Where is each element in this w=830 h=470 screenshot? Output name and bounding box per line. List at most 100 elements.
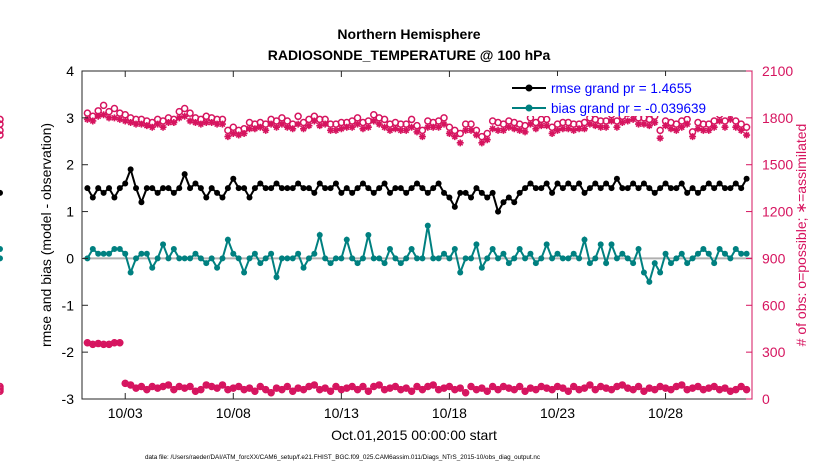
obs-possible-point xyxy=(440,114,448,122)
bias-point xyxy=(106,250,113,257)
rmse-point xyxy=(170,189,177,196)
rmse-point xyxy=(511,199,518,206)
obs-other-assimilated-point-glyph xyxy=(645,384,653,392)
obs-assimilated-point xyxy=(510,125,518,133)
obs-other-assimilated-point-glyph xyxy=(489,383,497,391)
obs-assimilated-point xyxy=(591,122,599,130)
obs-other-assimilated-point xyxy=(343,384,351,392)
obs-assimilated-point-glyph xyxy=(483,136,491,144)
obs-other-assimilated-point-glyph xyxy=(678,381,686,389)
obs-assimilated-point-glyph xyxy=(645,122,653,130)
obs-other-assimilated-point-glyph xyxy=(721,384,729,392)
obs-assimilated-point xyxy=(186,117,194,125)
obs-other-assimilated-point-glyph xyxy=(672,383,680,391)
obs-assimilated-point-glyph xyxy=(170,119,178,127)
obs-assimilated-point xyxy=(164,119,172,127)
rmse-point xyxy=(624,185,631,192)
obs-other-assimilated-point-glyph xyxy=(440,384,448,392)
bias-point xyxy=(673,255,680,262)
obs-assimilated-point xyxy=(262,126,270,134)
obs-other-assimilated-point xyxy=(143,386,151,394)
obs-assimilated-point xyxy=(516,126,524,134)
obs-other-assimilated-point-glyph xyxy=(586,381,594,389)
left-tick-label: 3 xyxy=(66,110,74,126)
obs-assimilated-point-glyph xyxy=(624,117,632,125)
obs-other-assimilated-point xyxy=(213,384,221,392)
obs-other-assimilated-point xyxy=(635,383,643,391)
obs-assimilated-point xyxy=(240,129,248,137)
rmse-point xyxy=(187,185,194,192)
obs-other-assimilated-point xyxy=(683,386,691,394)
obs-other-assimilated-point-glyph xyxy=(397,386,405,394)
bias-point xyxy=(597,241,604,248)
rmse-point xyxy=(214,189,221,196)
obs-assimilated-point xyxy=(672,126,680,134)
rmse-point xyxy=(268,185,275,192)
obs-assimilated-point-glyph xyxy=(164,119,172,127)
obs-assimilated-point xyxy=(608,117,616,125)
obs-other-assimilated-point xyxy=(235,383,243,391)
obs-assimilated-point xyxy=(662,122,670,130)
rmse-point xyxy=(667,185,674,192)
obs-assimilated-point xyxy=(137,120,145,128)
obs-other-assimilated-point xyxy=(543,384,551,392)
obs-other-assimilated-point-glyph xyxy=(273,384,281,392)
obs-other-assimilated-point-glyph xyxy=(354,386,362,394)
obs-assimilated-point xyxy=(613,123,621,131)
bias-point xyxy=(489,246,496,253)
bias-point xyxy=(316,232,323,238)
obs-assimilated-point-glyph xyxy=(435,123,443,131)
bias-point xyxy=(484,255,491,262)
bias-point xyxy=(170,246,177,253)
obs-assimilated-point xyxy=(224,133,232,141)
obs-assimilated-point xyxy=(267,120,275,128)
obs-other-assimilated-point xyxy=(186,383,194,391)
bias-point xyxy=(160,241,167,248)
bias-point xyxy=(0,246,3,253)
bias-point xyxy=(511,255,518,262)
obs-other-assimilated-point xyxy=(127,381,135,389)
bias-point xyxy=(549,255,556,262)
rmse-point xyxy=(143,185,150,192)
bias-point xyxy=(224,236,231,243)
x-tick-label: 10/23 xyxy=(540,405,575,421)
obs-assimilated-point-glyph xyxy=(516,126,524,134)
bias-point xyxy=(322,255,329,262)
obs-assimilated-point-glyph xyxy=(581,125,588,133)
obs-other-assimilated-point xyxy=(705,384,713,392)
bias-point xyxy=(338,255,345,262)
rmse-point xyxy=(684,189,691,196)
obs-other-assimilated-point xyxy=(370,383,378,391)
obs-assimilated-point xyxy=(191,119,199,127)
obs-other-assimilated-point xyxy=(629,386,637,394)
bias-point xyxy=(430,255,437,262)
obs-other-assimilated-point-glyph xyxy=(191,387,199,395)
rmse-point xyxy=(484,194,491,201)
obs-other-assimilated-point-glyph xyxy=(143,386,151,394)
obs-other-assimilated-point-glyph xyxy=(110,339,118,347)
obs-assimilated-point xyxy=(305,122,313,130)
rmse-point xyxy=(95,185,102,192)
obs-other-assimilated-point xyxy=(116,339,124,347)
obs-assimilated-point xyxy=(499,126,507,134)
rmse-point xyxy=(549,189,556,196)
obs-assimilated-point xyxy=(467,126,475,134)
bias-point xyxy=(149,264,156,271)
obs-other-assimilated-point-glyph xyxy=(710,383,718,391)
obs-assimilated-point xyxy=(375,120,383,128)
bias-point xyxy=(516,246,523,253)
bias-point xyxy=(176,255,183,262)
obs-other-assimilated-point xyxy=(240,386,248,394)
obs-other-assimilated-point-glyph xyxy=(694,383,702,391)
obs-assimilated-point-glyph xyxy=(370,117,378,125)
obs-other-assimilated-point xyxy=(229,384,237,392)
obs-assimilated-point xyxy=(629,115,637,123)
rmse-point xyxy=(419,185,426,192)
obs-other-possible-point xyxy=(0,387,4,395)
obs-other-assimilated-point xyxy=(121,379,129,387)
obs-assimilated-point xyxy=(645,122,653,130)
rmse-point xyxy=(133,185,140,192)
obs-assimilated-point-glyph xyxy=(159,123,167,131)
obs-other-assimilated-point xyxy=(327,387,335,395)
rmse-point xyxy=(516,189,523,196)
